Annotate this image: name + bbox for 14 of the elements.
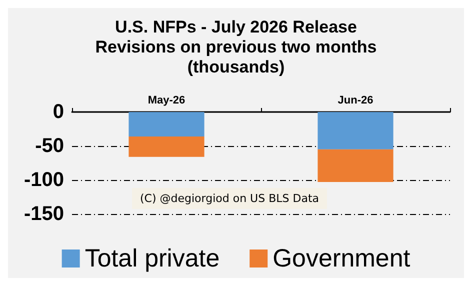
y-tick-label: 0: [52, 101, 64, 123]
y-tick-label: -100: [24, 169, 64, 191]
bar: [318, 149, 394, 182]
y-tick-label: -50: [35, 135, 64, 157]
x-tick-label: Jun-26: [338, 94, 374, 106]
legend-label: Total private: [84, 244, 220, 272]
y-tick-label: -150: [24, 203, 64, 225]
bar: [318, 112, 394, 150]
bar: [128, 112, 204, 136]
legend-label: Government: [272, 244, 410, 272]
chart-title: U.S. NFPs - July 2026 Release Revisions on previous two months (thousands): [95, 18, 377, 76]
x-tick-label: May-26: [148, 94, 186, 106]
annotation: (C) @degiorgiod on US BLS Data: [140, 192, 320, 205]
bar: [128, 136, 204, 157]
